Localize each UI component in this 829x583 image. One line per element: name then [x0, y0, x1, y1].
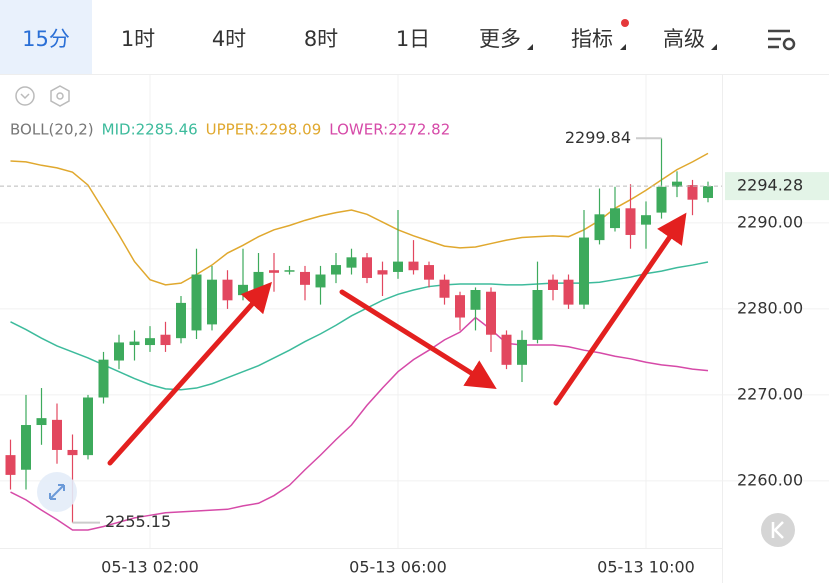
- collapse-chevron: [20, 93, 30, 100]
- candle-body: [98, 359, 109, 398]
- candle-body: [672, 181, 682, 187]
- y-tick-label: 2280.00: [737, 298, 803, 317]
- low-label: 2255.15: [105, 512, 171, 531]
- indicator-settings-dot: [56, 92, 64, 100]
- tab[interactable]: 15分: [22, 27, 70, 51]
- back-button[interactable]: [761, 513, 795, 547]
- candle-body: [470, 290, 481, 310]
- arrow: [107, 281, 272, 466]
- y-tick-label: 2290.00: [737, 212, 803, 231]
- candle-body: [548, 279, 558, 290]
- candle-body: [253, 271, 264, 292]
- candle-body: [362, 257, 372, 278]
- tab[interactable]: 8时: [304, 27, 338, 51]
- grid: [0, 75, 829, 548]
- candle-body: [191, 274, 202, 331]
- candle-body: [114, 342, 124, 361]
- candle-body: [331, 265, 341, 275]
- notice-dot: [621, 19, 629, 27]
- arrow: [553, 212, 687, 406]
- candle-body: [610, 208, 620, 229]
- tab[interactable]: 1日: [396, 27, 430, 51]
- y-tick-label: 2270.00: [737, 384, 803, 403]
- candle-body: [145, 338, 155, 346]
- toolbar: 15分 1时 4时 8时 1日 更多 指标 高级: [22, 19, 796, 51]
- legend-entry: UPPER:2298.09: [206, 121, 322, 139]
- candle-body: [36, 418, 47, 426]
- labels: 2260.00 2270.00 2280.00 2290.00 05-13 02:00 0…: [10, 121, 829, 577]
- candle-body: [579, 237, 589, 305]
- candle-body: [455, 295, 465, 318]
- annotation-arrows: [107, 212, 687, 466]
- indicator-label: BOLL(20,2): [10, 121, 94, 139]
- candle-body: [315, 274, 326, 288]
- candle-body: [563, 279, 574, 305]
- candle-body: [377, 270, 388, 275]
- plot: [0, 137, 722, 531]
- legend-entry: MID:2285.46: [102, 121, 198, 139]
- candle-body: [300, 271, 310, 285]
- candle-body: [52, 419, 62, 450]
- candle-body: [408, 261, 419, 271]
- candle-body: [501, 334, 512, 365]
- candle-body: [207, 279, 217, 325]
- tab[interactable]: 4时: [212, 27, 246, 51]
- high-label: 2299.84: [565, 128, 631, 147]
- legend-entry: LOWER:2272.82: [329, 121, 450, 139]
- settings-icon[interactable]: [768, 29, 796, 51]
- candle-body: [656, 186, 667, 213]
- x-tick-label: 05-13 10:00: [597, 558, 695, 577]
- candle-body: [486, 291, 496, 335]
- candle-body: [67, 449, 78, 456]
- candle-body: [424, 265, 434, 280]
- dropdown-caret: [711, 44, 717, 50]
- candle-body: [625, 208, 636, 235]
- x-tick-label: 05-13 06:00: [349, 558, 447, 577]
- candle-body: [641, 215, 651, 225]
- candle-body: [517, 339, 527, 365]
- band-line: [10, 152, 709, 286]
- tab[interactable]: 指标: [571, 27, 613, 51]
- float-buttons: [37, 472, 795, 547]
- band-line: [10, 261, 709, 391]
- last-price-label: 2294.28: [737, 176, 803, 195]
- candle-body: [21, 425, 31, 470]
- candle-body: [393, 261, 403, 272]
- candle-body: [238, 284, 248, 296]
- y-tick-label: 2260.00: [737, 470, 803, 489]
- back-icon: [771, 521, 784, 539]
- candle-body: [83, 397, 93, 456]
- candle-body: [594, 214, 605, 241]
- candle-body: [284, 270, 295, 272]
- tab[interactable]: 高级: [663, 27, 705, 51]
- active-tab-bg: [0, 0, 92, 74]
- candle-body: [176, 302, 186, 339]
- tab[interactable]: 更多: [479, 27, 521, 51]
- candle-body: [532, 290, 543, 340]
- arrow: [339, 289, 497, 389]
- candle-body: [160, 334, 171, 346]
- expand-icon: [49, 484, 65, 500]
- collapse-icon[interactable]: [15, 86, 35, 106]
- candle-body: [687, 185, 698, 200]
- tab[interactable]: 1时: [121, 27, 155, 51]
- last-price-box: [725, 172, 829, 201]
- candle-body: [5, 455, 16, 475]
- candle-body: [129, 341, 140, 346]
- candle-body: [346, 257, 357, 268]
- candle-body: [703, 186, 713, 198]
- x-tick-label: 05-13 02:00: [101, 558, 199, 577]
- dropdown-caret: [620, 44, 626, 50]
- candle-body: [269, 270, 279, 273]
- candle-body: [439, 279, 450, 298]
- candle-body: [222, 279, 233, 301]
- chart-tools: [15, 85, 70, 107]
- indicator-settings-icon[interactable]: [50, 85, 70, 107]
- dropdown-caret: [527, 44, 533, 50]
